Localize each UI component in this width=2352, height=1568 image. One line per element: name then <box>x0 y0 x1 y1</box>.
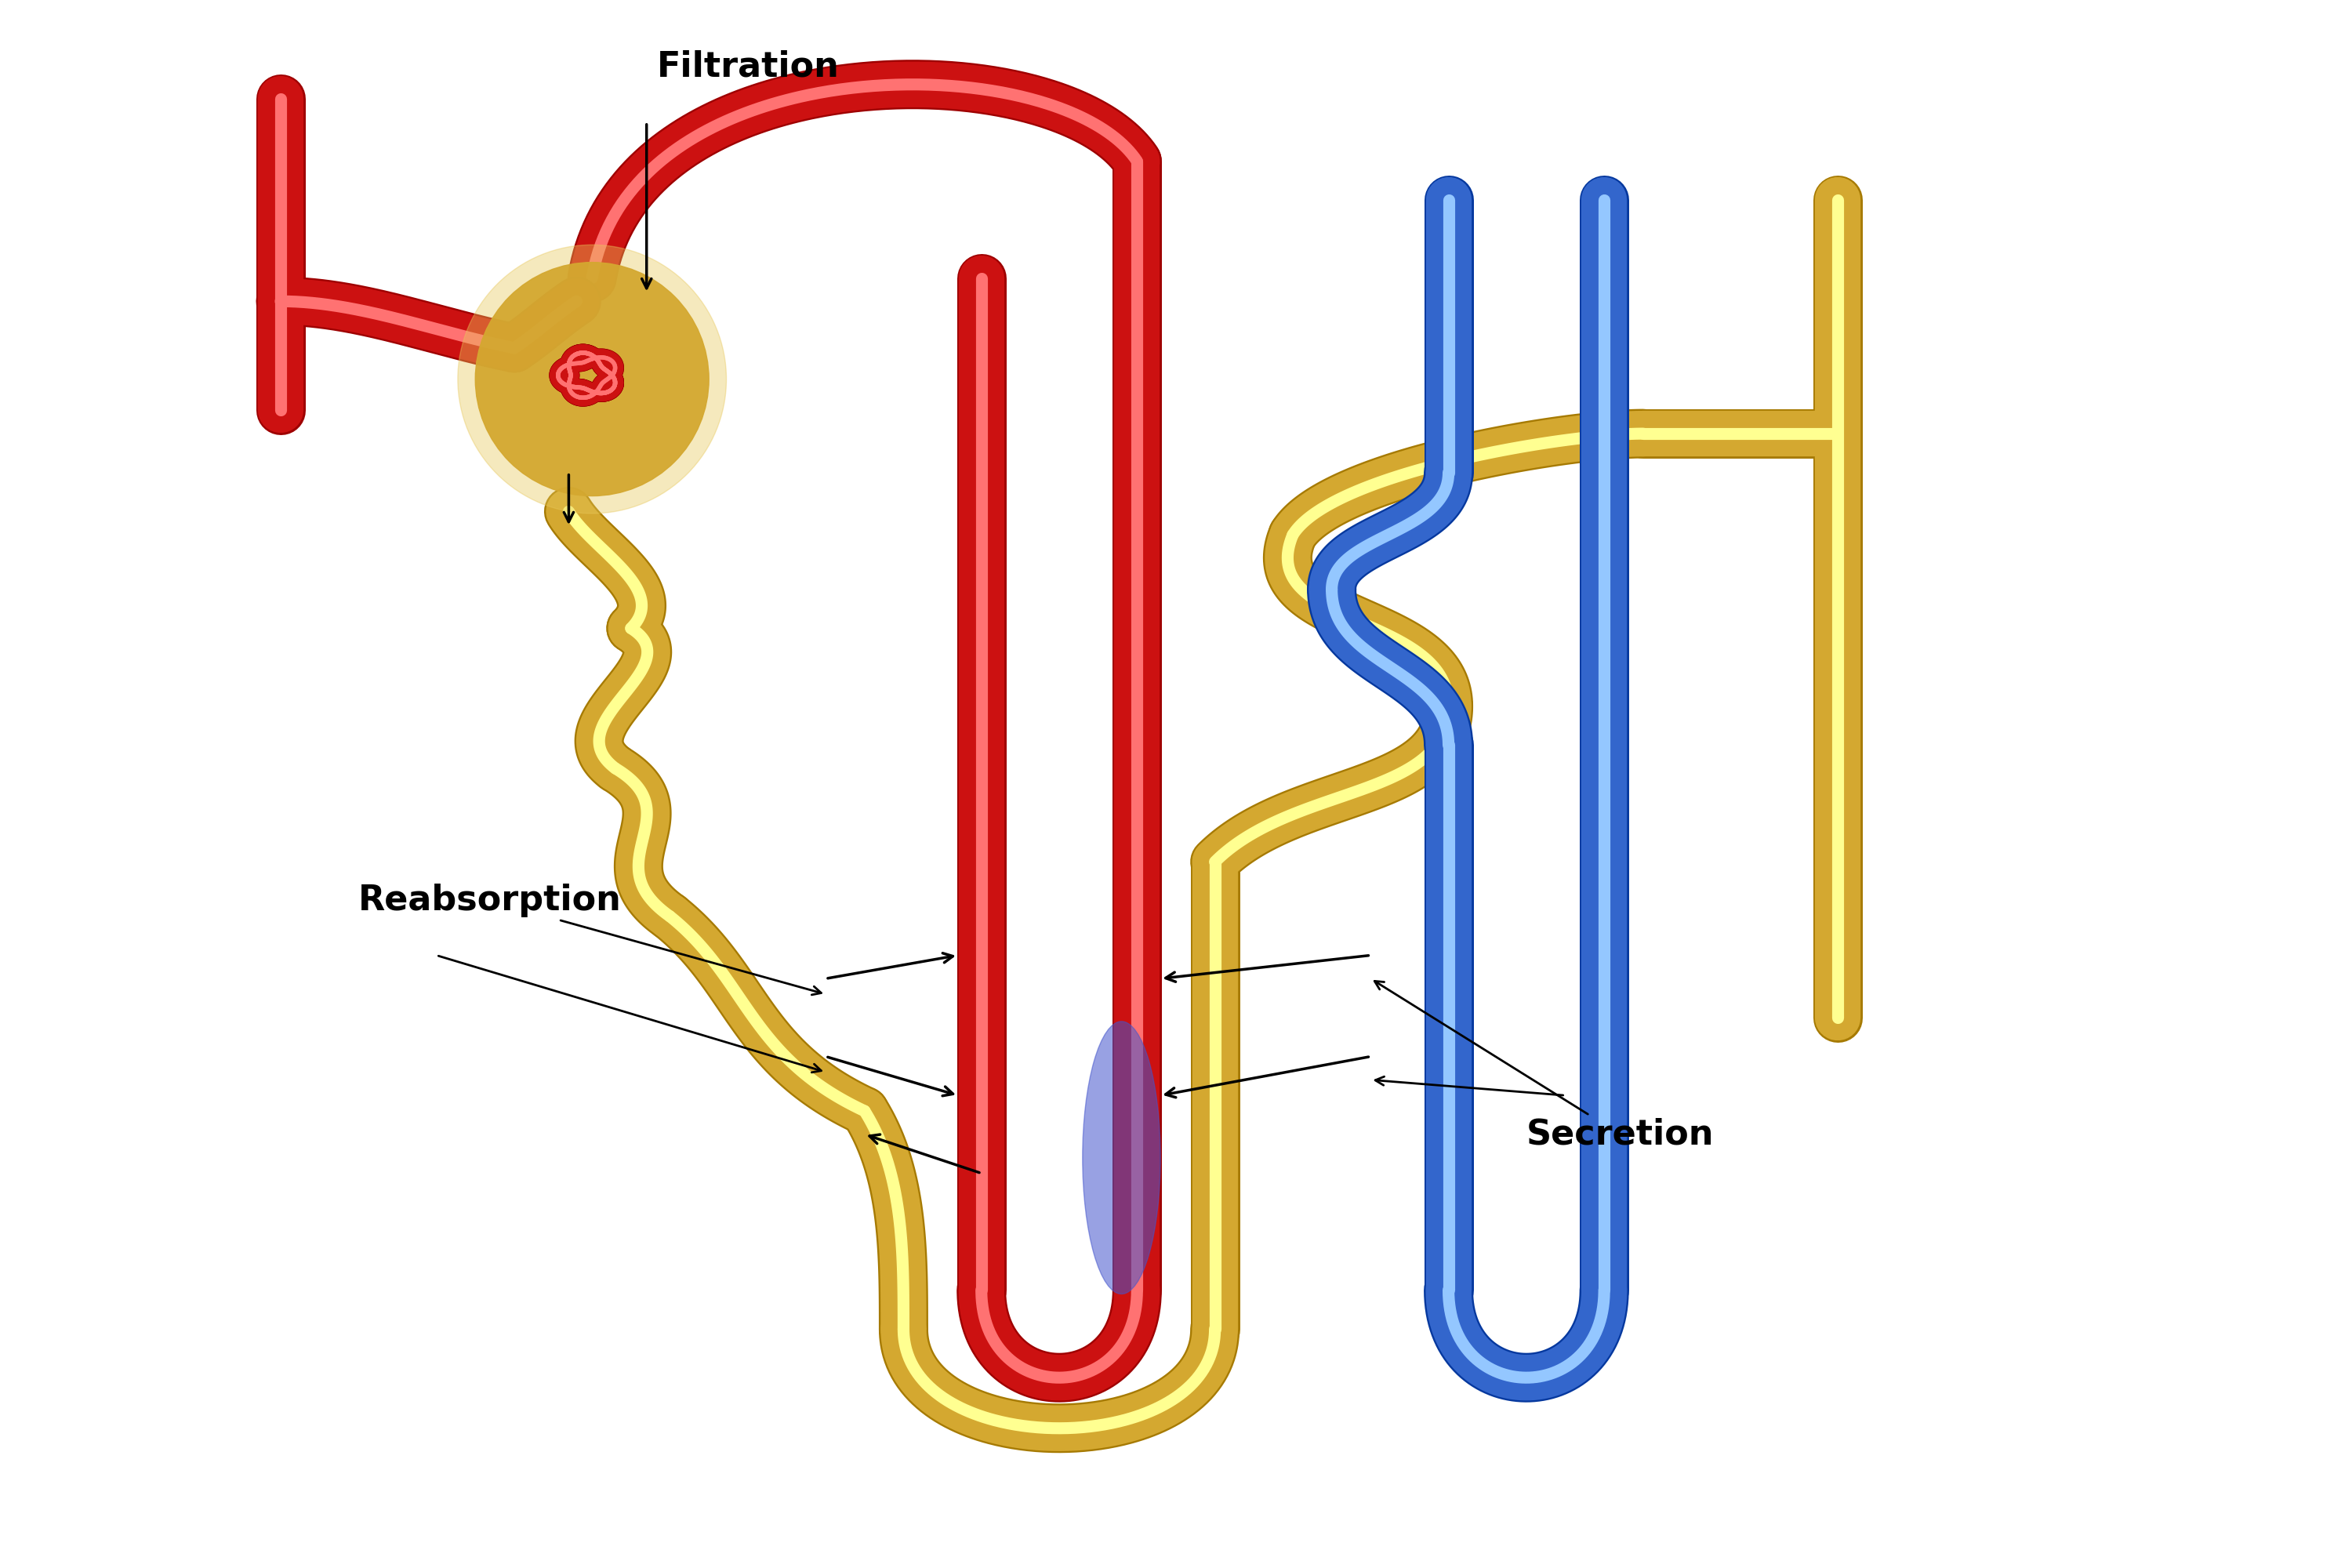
Circle shape <box>459 245 727 513</box>
Text: Secretion: Secretion <box>1374 982 1715 1151</box>
Circle shape <box>475 262 708 495</box>
Text: Reabsorption: Reabsorption <box>358 884 821 994</box>
Text: Filtration: Filtration <box>656 50 840 83</box>
Ellipse shape <box>1082 1021 1160 1294</box>
